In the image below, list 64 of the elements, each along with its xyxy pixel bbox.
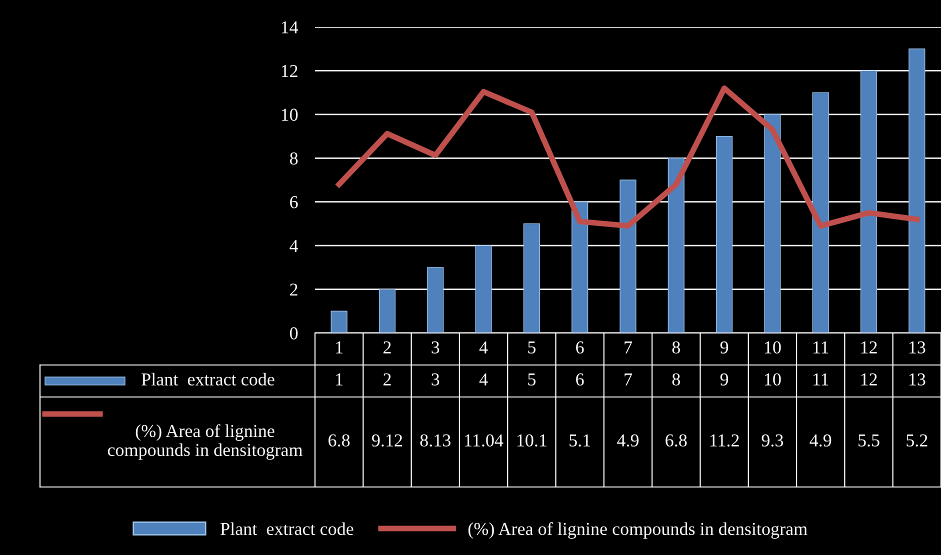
x-tick-label: 4 (479, 341, 488, 354)
data-label: 6 (576, 373, 584, 386)
x-tick-label: 7 (624, 342, 632, 354)
y-tick-label: 10 (282, 108, 298, 121)
x-tick-label: 5 (528, 342, 536, 354)
legend-label: (%) Area of lignine compounds in densitogram (468, 522, 808, 539)
data-label: 4.9 (810, 434, 832, 447)
y-tick-label: 2 (290, 284, 298, 296)
bar (668, 158, 684, 333)
data-label: 5.2 (906, 434, 928, 447)
data-label: 9.12 (372, 434, 402, 447)
bar (572, 202, 588, 333)
y-tick-label: 12 (282, 65, 298, 77)
data-label: 2 (384, 373, 391, 386)
bar (908, 48, 926, 333)
data-label: 11.2 (710, 434, 739, 447)
data-label: 8.13 (420, 434, 450, 447)
bar (523, 223, 540, 333)
x-tick-label: 2 (384, 341, 391, 354)
data-label: 5.1 (570, 434, 590, 447)
data-label: 9.3 (762, 434, 784, 447)
x-tick-label: 12 (861, 341, 877, 354)
text: Plant extract code (220, 522, 354, 536)
data-label: 11.04 (465, 434, 504, 447)
bar (378, 288, 396, 333)
x-tick-label: 11 (814, 341, 828, 354)
bar (620, 180, 636, 333)
data-label: 10.1 (517, 434, 546, 447)
data-label: 7 (624, 374, 632, 386)
bar (427, 267, 444, 333)
data-label: 13 (909, 373, 926, 386)
legend-label: Plant extract code (142, 372, 274, 386)
y-tick-label: 6 (290, 196, 298, 208)
data-label: 3 (432, 373, 440, 386)
data-label: 11 (814, 373, 828, 386)
x-tick-label: 3 (432, 341, 440, 354)
data-label: 6.8 (328, 434, 350, 447)
data-label: 6.8 (666, 434, 687, 447)
bar (716, 136, 733, 333)
data-label: 1 (336, 373, 343, 386)
y-tick-label: 8 (290, 152, 298, 165)
bar (764, 114, 781, 333)
y-tick-label: 14 (282, 21, 298, 34)
x-tick-label: 1 (336, 341, 343, 354)
bar (475, 245, 492, 333)
data-label: 4.9 (617, 434, 639, 447)
data-label: 12 (861, 373, 877, 386)
data-label: 8 (672, 373, 680, 386)
data-label: 4 (479, 373, 488, 386)
data-label: 10 (765, 373, 781, 386)
text: (%) Area of lignine compounds in densitogram (108, 424, 303, 460)
bar (812, 92, 829, 333)
x-tick-label: 13 (909, 341, 926, 354)
bar (330, 310, 348, 333)
x-tick-label: 10 (765, 341, 781, 354)
bar (860, 70, 878, 333)
x-tick-label: 6 (576, 341, 584, 354)
data-label: 5.5 (858, 434, 880, 447)
data-label: 9 (720, 373, 728, 386)
x-tick-label: 9 (720, 341, 728, 354)
y-tick-label: 0 (290, 327, 298, 340)
y-tick-label: 4 (290, 240, 298, 252)
data-label: 5 (528, 374, 536, 386)
x-tick-label: 8 (672, 341, 680, 354)
